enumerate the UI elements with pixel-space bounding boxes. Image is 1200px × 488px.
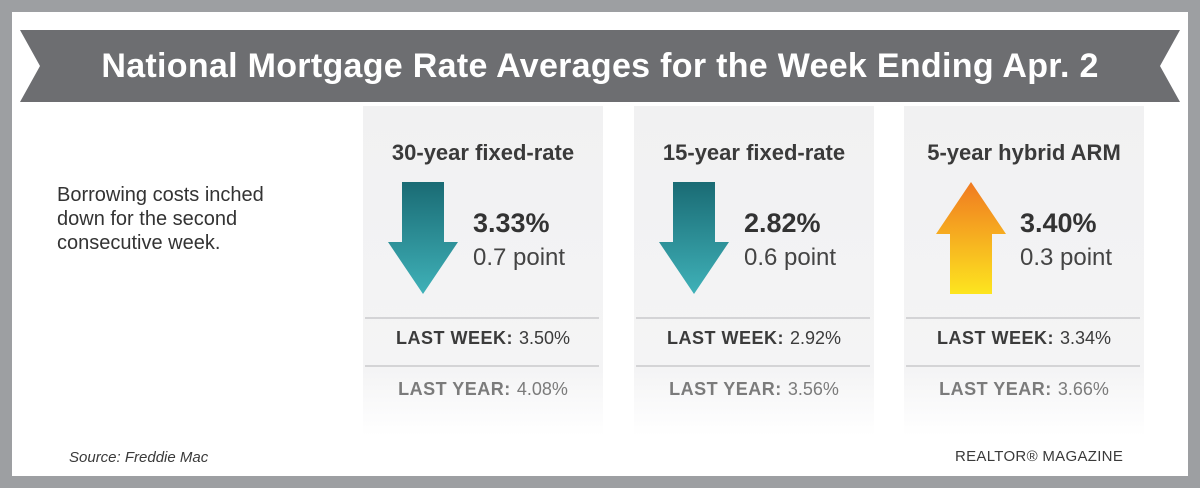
divider [636, 317, 870, 319]
last-week-label: LAST WEEK: [395, 328, 513, 348]
panel-heading: 5-year hybrid ARM [927, 140, 1121, 165]
divider [906, 365, 1140, 367]
last-year-label: LAST YEAR: [939, 379, 1052, 399]
rate-panel-30-year: 30-year fixed-rate 3.33% 0.7 point LAST … [363, 106, 603, 436]
title-banner: National Mortgage Rate Averages for the … [20, 30, 1180, 102]
down-arrow-icon [388, 182, 458, 294]
up-arrow-icon [936, 182, 1006, 294]
last-year-label: LAST YEAR: [398, 379, 511, 399]
last-week-value: 3.34% [1059, 328, 1112, 348]
current-rate: 3.40% [1020, 208, 1097, 238]
last-year-value: 3.56% [787, 379, 839, 399]
last-week-value: 3.50% [518, 328, 571, 348]
last-year-row: LAST YEAR: 4.08% [363, 379, 603, 400]
down-arrow-icon [659, 182, 729, 294]
publisher-brand: REALTOR® MAGAZINE [955, 448, 1124, 465]
divider [906, 317, 1140, 319]
intro-text: Borrowing costs inched down for the seco… [57, 184, 264, 254]
last-week-row: LAST WEEK: 3.34% [904, 328, 1144, 349]
rate-change: 0.6 point [744, 244, 837, 271]
divider [365, 317, 599, 319]
rate-panel-5-year-arm: 5-year hybrid ARM 3.40% 0.3 point LAST W… [904, 106, 1144, 436]
source-note: Source: Freddie Mac [69, 449, 209, 466]
divider [636, 365, 870, 367]
rate-change: 0.3 point [1020, 244, 1113, 271]
last-year-row: LAST YEAR: 3.66% [904, 379, 1144, 400]
last-week-row: LAST WEEK: 2.92% [634, 328, 874, 349]
last-year-row: LAST YEAR: 3.56% [634, 379, 874, 400]
last-week-label: LAST WEEK: [666, 328, 784, 348]
last-year-value: 4.08% [516, 379, 568, 399]
divider [365, 365, 599, 367]
current-rate: 3.33% [473, 208, 550, 238]
banner-ribbon-shape [20, 30, 1180, 102]
rate-change: 0.7 point [473, 244, 566, 271]
last-week-value: 2.92% [789, 328, 842, 348]
rate-panel-15-year: 15-year fixed-rate 2.82% 0.6 point LAST … [634, 106, 874, 436]
last-week-row: LAST WEEK: 3.50% [363, 328, 603, 349]
current-rate: 2.82% [744, 208, 821, 238]
panel-heading: 15-year fixed-rate [662, 140, 846, 165]
last-week-label: LAST WEEK: [936, 328, 1054, 348]
page-title: National Mortgage Rate Averages for the … [101, 47, 1099, 85]
panel-heading: 30-year fixed-rate [391, 140, 575, 165]
last-year-label: LAST YEAR: [669, 379, 782, 399]
last-year-value: 3.66% [1057, 379, 1109, 399]
